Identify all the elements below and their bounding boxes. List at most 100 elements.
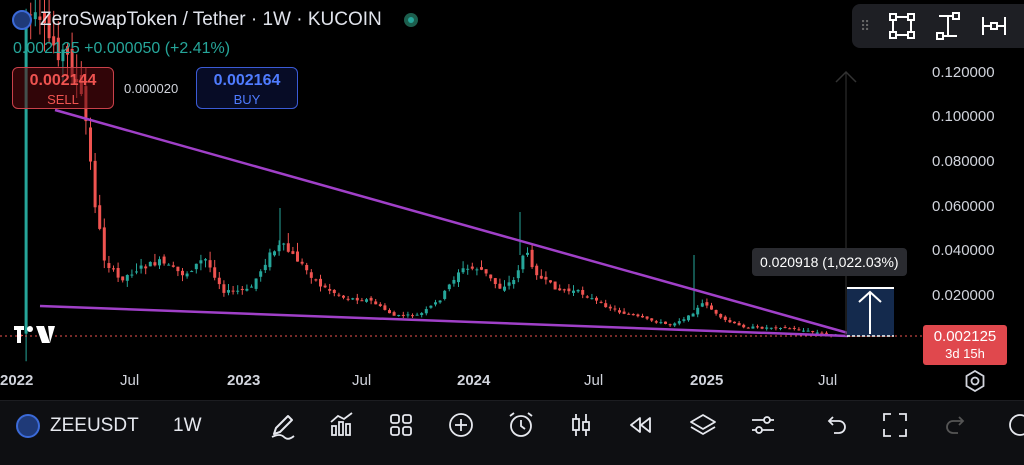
buy-button[interactable]: 0.002164 BUY	[196, 67, 298, 109]
price-tick: 0.100000	[932, 108, 995, 125]
candle-body	[585, 296, 589, 298]
drag-handle-icon[interactable]: ⠿	[860, 17, 872, 34]
candle-body	[604, 303, 608, 308]
timeframe-selector[interactable]: 1W	[173, 415, 202, 436]
candle-body	[190, 271, 194, 273]
candle-body	[342, 295, 345, 298]
candle-body	[539, 275, 543, 279]
undo-icon[interactable]	[820, 410, 850, 440]
candle-body	[756, 326, 759, 328]
candle-body	[746, 327, 750, 329]
candle-body	[130, 274, 134, 276]
chart-title[interactable]: ZeroSwapToken / Tether · 1W · KUCOIN	[40, 9, 382, 30]
candle-body	[461, 268, 465, 273]
candle-countdown: 3d 15h	[945, 346, 985, 361]
horizontal-measure-icon[interactable]	[979, 11, 1009, 41]
buy-label: BUY	[233, 92, 261, 107]
candles-icon[interactable]	[566, 410, 596, 440]
candle-body	[139, 265, 143, 269]
time-tick: Jul	[818, 372, 838, 389]
candle-body	[43, 12, 46, 23]
pencil-icon[interactable]	[268, 410, 298, 440]
candle-body	[388, 310, 391, 314]
candle-body	[645, 316, 649, 319]
chart-header[interactable]: ZeroSwapToken / Tether · 1W · KUCOIN	[12, 9, 418, 31]
add-icon[interactable]	[446, 410, 476, 440]
fullscreen-icon[interactable]	[880, 410, 910, 440]
candle-body	[282, 243, 286, 245]
candle-body	[300, 261, 304, 264]
price-tick: 0.040000	[932, 242, 995, 259]
candle-body	[567, 288, 571, 292]
candle-body	[507, 282, 511, 286]
rectangle-select-icon[interactable]	[887, 11, 917, 41]
candle-body	[650, 318, 654, 321]
candle-body	[466, 268, 470, 270]
candle-body	[204, 259, 207, 261]
candle-body	[498, 283, 502, 289]
candle-body	[802, 330, 805, 332]
candle-body	[613, 308, 617, 310]
candle-body	[70, 48, 74, 78]
chart-area[interactable]	[0, 0, 1024, 400]
candle-body	[452, 279, 456, 284]
measure-arrow-head	[858, 290, 882, 303]
candle-body	[788, 328, 792, 330]
candle-body	[673, 323, 677, 326]
time-tick: 2023	[227, 372, 261, 389]
candle-body	[664, 321, 667, 324]
candle-body	[447, 284, 451, 290]
candle-body	[429, 305, 433, 308]
candle-body	[631, 314, 635, 316]
lower-trendline[interactable]	[39, 304, 849, 338]
indicators-icon[interactable]	[327, 410, 357, 440]
candle-body	[581, 290, 585, 295]
candle-body	[365, 299, 368, 302]
chart-settings-icon[interactable]	[964, 370, 986, 392]
candle-body	[608, 306, 612, 309]
candle-body	[314, 279, 318, 281]
candle-body	[654, 321, 658, 323]
candle-body	[696, 307, 700, 315]
candle-body	[259, 271, 263, 277]
sell-button[interactable]: 0.002144 SELL	[12, 67, 114, 109]
symbol-selector[interactable]: ZEEUSDT	[16, 414, 139, 438]
candle-body	[783, 327, 787, 329]
sell-price: 0.002144	[29, 72, 97, 89]
market-open-status-icon	[403, 13, 418, 27]
candle-body	[98, 205, 102, 229]
candle-body	[291, 251, 295, 254]
candle-body	[227, 290, 230, 293]
candle-body	[512, 280, 516, 285]
candle-body	[516, 270, 520, 279]
alarm-icon[interactable]	[506, 410, 536, 440]
candle-body	[411, 315, 414, 317]
redo-icon[interactable]	[942, 410, 972, 440]
candle-body	[572, 290, 575, 293]
candle-body	[530, 249, 534, 268]
symbol-coin-icon	[16, 414, 40, 438]
upper-trendline[interactable]	[54, 108, 849, 335]
candle-body	[56, 37, 60, 61]
candle-body	[33, 12, 37, 20]
candle-body	[323, 285, 327, 288]
candle-body	[305, 264, 309, 271]
coin-logo-icon	[12, 10, 32, 30]
replay-icon[interactable]	[626, 410, 656, 440]
candle-body	[199, 260, 203, 264]
symbol-name: ZEEUSDT	[50, 415, 139, 436]
vertical-measure-icon[interactable]	[933, 11, 963, 41]
drawing-toolbox[interactable]: ⠿	[852, 4, 1024, 48]
candle-body	[296, 251, 299, 262]
candle-body	[719, 314, 723, 318]
candle-body	[420, 313, 424, 315]
settings-sliders-icon[interactable]	[748, 410, 778, 440]
tradingview-logo[interactable]	[14, 326, 55, 343]
candle-body	[627, 313, 631, 315]
more-icon[interactable]	[1004, 410, 1024, 440]
candle-body	[774, 327, 778, 329]
layers-icon[interactable]	[688, 410, 718, 440]
price-chart[interactable]	[0, 0, 1024, 400]
grid-icon[interactable]	[386, 410, 416, 440]
candle-body	[457, 272, 460, 283]
